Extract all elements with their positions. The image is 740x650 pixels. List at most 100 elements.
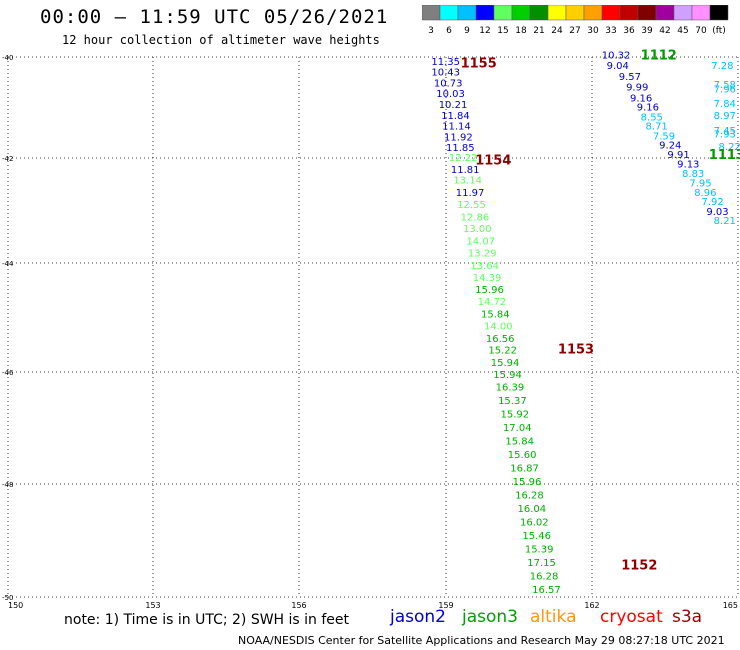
data-label: 17.04 [503, 423, 532, 434]
y-tick-label: -50 [2, 594, 13, 602]
data-label: 9.03 [706, 207, 728, 218]
x-tick-label: 159 [438, 601, 453, 610]
time-label: 1153 [558, 343, 594, 358]
time-label: 1155 [461, 56, 497, 71]
y-tick-label: -44 [2, 260, 14, 268]
data-label: 15.46 [522, 531, 551, 542]
time-label: 1154 [475, 154, 511, 169]
data-label: 8.55 [641, 112, 663, 123]
time-label: 1152 [621, 559, 657, 574]
data-label: 15.96 [513, 477, 542, 488]
data-label: 17.15 [527, 558, 556, 569]
y-tick-label: -48 [2, 481, 13, 489]
data-label: 15.22 [488, 346, 517, 357]
x-tick-label: 162 [584, 601, 599, 610]
credit-line: NOAA/NESDIS Center for Satellite Applica… [238, 634, 725, 647]
data-label: 11.92 [444, 132, 473, 143]
scale-tick-label: 15 [497, 26, 508, 36]
scale-tick-label: 36 [623, 26, 635, 36]
data-label: 15.37 [498, 396, 527, 407]
data-label: 13.64 [470, 261, 499, 272]
footer-note: note: 1) Time is in UTC; 2) SWH is in fe… [64, 612, 350, 628]
data-label: 13.14 [453, 176, 482, 187]
data-label: 14.72 [478, 297, 507, 308]
data-label: 7.45 [714, 126, 736, 137]
data-label: 12.86 [461, 212, 490, 223]
data-label: 9.24 [659, 140, 681, 151]
color-scale: 3 6 9 12 15 18 21 24 27 30 33 36 39 42 45 70 (ft) [422, 5, 729, 36]
data-label: 8.71 [646, 122, 668, 133]
x-tick-label: 153 [145, 601, 160, 610]
scale-tick-label: 12 [479, 26, 490, 36]
data-label: 9.16 [637, 103, 659, 114]
x-tick-label: 165 [723, 601, 738, 610]
legend-jason3: jason3 [462, 607, 518, 627]
y-tick-label: -42 [2, 155, 13, 163]
data-label: 15.39 [525, 544, 554, 555]
scale-tick-label: 24 [551, 26, 563, 36]
legend-s3a: s3a [672, 607, 703, 627]
data-label: 7.58 [714, 80, 736, 91]
data-label: 16.57 [532, 585, 561, 596]
data-label: 10.43 [431, 68, 460, 79]
y-tick-label: -40 [2, 54, 13, 62]
data-label: 11.85 [446, 143, 475, 154]
data-label: 9.99 [626, 83, 648, 94]
scale-tick-label: 3 [428, 26, 434, 36]
scale-tick-label: 21 [533, 26, 544, 36]
scale-tick-label: 6 [446, 26, 452, 36]
data-label: 16.39 [496, 382, 525, 393]
data-label: 16.87 [510, 463, 539, 474]
scale-tick-label: (ft) [712, 26, 726, 36]
data-label: 13.00 [463, 224, 492, 235]
scale-tick-label: 18 [515, 26, 527, 36]
data-label: 16.28 [530, 571, 559, 582]
data-label: 15.94 [491, 358, 520, 369]
chart-title: 00:00 – 11:59 UTC 05/26/2021 [40, 6, 389, 28]
scale-tick-label: 27 [569, 26, 580, 36]
scale-tick-label: 39 [641, 26, 653, 36]
scale-tick-label: 42 [659, 26, 670, 36]
data-label: 8.22 [719, 142, 740, 153]
x-tick-label: 150 [8, 601, 23, 610]
data-label: 14.39 [473, 273, 502, 284]
data-label: 15.84 [505, 436, 534, 447]
data-label: 11.35 [431, 57, 460, 68]
legend-altika: altika [530, 607, 577, 627]
data-label: 9.13 [677, 159, 699, 170]
data-label: 11.97 [456, 188, 485, 199]
data-label: 14.00 [484, 321, 513, 332]
data-label: 16.28 [515, 490, 544, 501]
data-label: 11.14 [442, 122, 471, 133]
data-label: 8.97 [714, 111, 736, 122]
scale-tick-label: 33 [605, 26, 616, 36]
legend-cryosat: cryosat [600, 607, 663, 627]
data-label: 7.84 [714, 99, 736, 110]
time-label: 1113 [709, 148, 740, 163]
scale-tick-label: 70 [695, 26, 707, 36]
data-label: 15.94 [493, 370, 522, 381]
data-label: 8.96 [694, 188, 716, 199]
data-label: 9.91 [667, 150, 689, 161]
scale-tick-label: 30 [587, 26, 599, 36]
data-label: 12.22 [449, 153, 478, 164]
data-label: 7.28 [711, 61, 733, 72]
data-label: 10.73 [434, 78, 463, 89]
data-label: 9.04 [607, 61, 629, 72]
data-label: 7.93 [714, 130, 736, 141]
data-label: 8.83 [682, 169, 704, 180]
data-label: 15.84 [481, 310, 510, 321]
data-label: 10.21 [439, 100, 468, 111]
data-label: 15.92 [501, 409, 530, 420]
data-label: 7.59 [653, 131, 675, 142]
scale-swatch [709, 5, 729, 21]
data-label: 12.55 [457, 200, 486, 211]
time-label: 1112 [641, 48, 677, 63]
data-label: 7.92 [702, 197, 724, 208]
legend-jason2: jason2 [390, 607, 446, 627]
chart-subtitle: 12 hour collection of altimeter wave hei… [62, 33, 380, 47]
data-label: 7.96 [714, 84, 736, 95]
y-tick-label: -46 [2, 369, 14, 377]
scale-tick-label: 45 [677, 26, 688, 36]
